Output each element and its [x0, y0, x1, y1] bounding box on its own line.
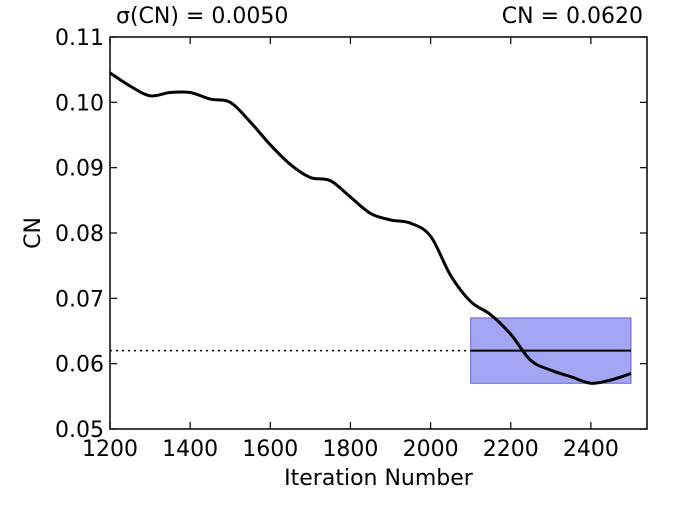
series-line-0 — [109, 71, 632, 385]
y-tick-label: 0.11 — [55, 26, 104, 51]
y-axis-label: CN — [21, 217, 46, 249]
x-tick-label: 1200 — [82, 437, 138, 462]
x-tick-label: 2000 — [403, 437, 459, 462]
y-tick-label: 0.06 — [55, 353, 104, 378]
x-tick-label: 2400 — [563, 437, 619, 462]
y-tick-label: 0.07 — [55, 287, 104, 312]
x-tick-label: 2200 — [483, 437, 539, 462]
x-axis-label: Iteration Number — [284, 466, 474, 491]
series-layer — [109, 71, 632, 385]
ticks-layer: 1200 1400 1600 1800 2000 2200 2400 0.05 0.06 0.07… — [55, 26, 647, 462]
y-tick-label: 0.10 — [55, 91, 104, 116]
x-tick-label: 1600 — [242, 437, 298, 462]
y-tick-label: 0.05 — [55, 418, 104, 443]
x-tick-label: 1800 — [322, 437, 378, 462]
y-tick-label: 0.08 — [55, 222, 104, 247]
mean-annotation: CN = 0.0620 — [501, 4, 643, 29]
y-tick-label: 0.09 — [55, 157, 104, 182]
sigma-annotation: σ(CN) = 0.0050 — [116, 4, 289, 29]
x-tick-label: 1400 — [162, 437, 218, 462]
